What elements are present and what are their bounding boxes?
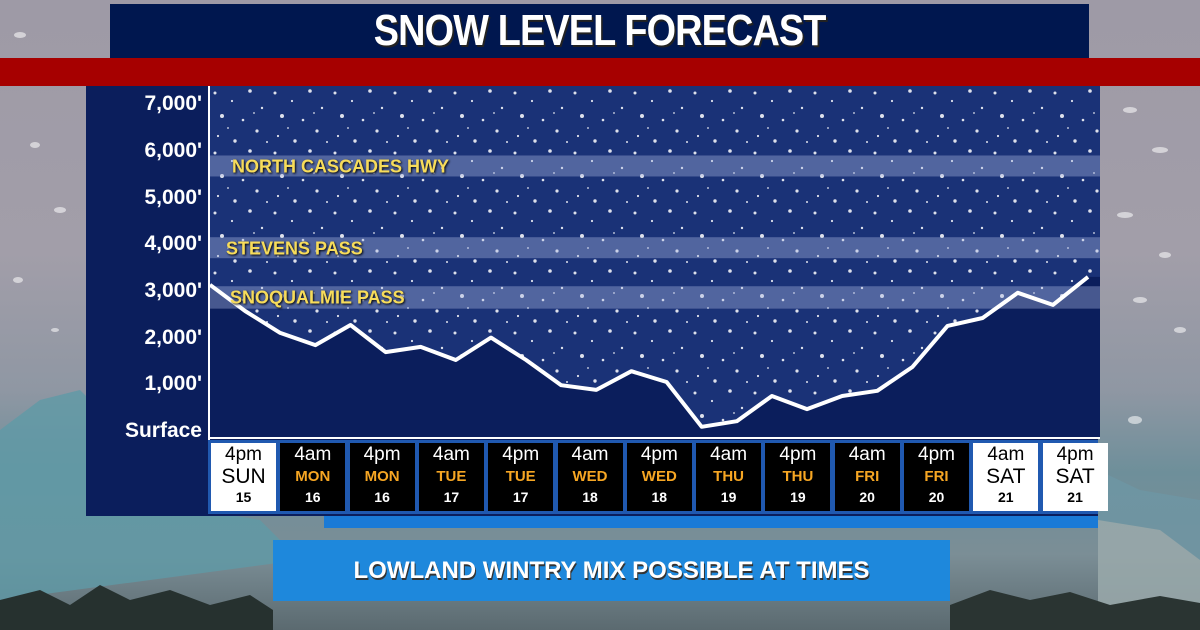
time-slot-date: 21 — [1067, 489, 1083, 505]
time-slot: 4pm TUE 17 — [488, 443, 554, 511]
time-slot-date: 21 — [998, 489, 1014, 505]
pass-label: NORTH CASCADES HWY — [232, 156, 450, 177]
time-slot-time: 4pm — [363, 444, 401, 465]
y-tick-label: 3,000' — [144, 278, 202, 302]
time-slot-date: 18 — [651, 489, 668, 505]
time-slot-day: TUE — [436, 468, 467, 485]
time-slot-date: 19 — [790, 489, 806, 505]
time-slot: 4am THU 19 — [696, 443, 762, 511]
time-axis: 4pm SUN 15 4am MON 16 4pm MON 16 4am TUE 17 4pm TUE 17… — [208, 440, 1108, 514]
pass-band — [210, 237, 1100, 259]
time-slot: 4pm MON 16 — [349, 443, 415, 511]
plot-area — [210, 86, 1100, 438]
time-slot-day: MON — [295, 468, 331, 485]
y-tick-label: 5,000' — [144, 185, 202, 209]
pass-label: STEVENS PASS — [226, 238, 363, 259]
time-slot-time: 4pm — [640, 444, 678, 465]
pass-band — [210, 286, 1100, 309]
time-slot-time: 4am — [432, 444, 470, 465]
time-slot-day: THU — [782, 468, 814, 485]
y-tick-label: 6,000' — [144, 138, 202, 162]
time-slot-time: 4am — [294, 444, 332, 465]
time-slot-date: 17 — [443, 489, 460, 505]
y-tick-label: 7,000' — [144, 92, 202, 116]
time-slot-date: 16 — [374, 489, 390, 505]
time-slot-day: FRI — [924, 468, 949, 485]
time-slot-date: 20 — [928, 489, 945, 505]
time-slot: 4pm WED 18 — [626, 443, 692, 511]
time-slot-date: 19 — [720, 489, 737, 505]
time-slot-day: TUE — [505, 468, 536, 485]
red-accent-stripe — [0, 58, 1200, 86]
time-slot-date: 15 — [235, 489, 252, 505]
y-tick-label: Surface — [124, 419, 202, 442]
x-axis-line — [208, 437, 1100, 439]
title-bar: SNOW LEVEL FORECAST — [110, 4, 1089, 58]
time-slot: 4am MON 16 — [280, 443, 346, 511]
time-slot-time: 4pm — [502, 444, 540, 465]
time-slot-day: FRI — [855, 468, 880, 485]
time-slot-day: WED — [641, 468, 677, 485]
blue-accent-strip — [324, 516, 1098, 528]
y-tick-label: 2,000' — [144, 325, 202, 349]
time-slot: 4pm SAT 21 — [1042, 443, 1108, 511]
snow-level-line-chart — [210, 86, 1100, 438]
time-slot: 4pm SUN 15 — [211, 443, 276, 511]
y-tick-label: 1,000' — [144, 372, 202, 396]
pass-band — [210, 155, 1100, 177]
time-slot-time: 4am — [710, 444, 748, 465]
time-slot: 4am SAT 21 — [973, 443, 1039, 511]
time-slot-day: SUN — [221, 465, 266, 488]
time-slot: 4am WED 18 — [557, 443, 623, 511]
time-slot: 4pm THU 19 — [765, 443, 831, 511]
banner-text: LOWLAND WINTRY MIX POSSIBLE AT TIMES — [353, 556, 870, 584]
page-title: SNOW LEVEL FORECAST — [373, 6, 827, 55]
time-slot-time: 4pm — [225, 444, 262, 465]
time-slot-date: 20 — [859, 489, 875, 505]
lowland-wintry-mix-banner: LOWLAND WINTRY MIX POSSIBLE AT TIMES — [273, 540, 950, 601]
y-axis-line — [208, 86, 210, 440]
time-slot-time: 4pm — [1056, 444, 1094, 465]
time-slot-time: 4pm — [918, 444, 955, 465]
time-slot-time: 4am — [848, 444, 886, 465]
time-slot: 4am FRI 20 — [834, 443, 900, 511]
time-slot-date: 18 — [582, 489, 598, 505]
time-slot-day: THU — [713, 468, 744, 485]
time-slot: 4pm FRI 20 — [904, 443, 969, 511]
time-slot-time: 4am — [987, 444, 1025, 465]
time-slot-date: 16 — [305, 489, 321, 505]
time-slot-date: 17 — [512, 489, 529, 505]
time-slot-day: MON — [364, 468, 400, 485]
y-tick-label: 4,000' — [144, 232, 202, 256]
time-slot-day: SAT — [986, 465, 1026, 488]
time-slot-day: SAT — [1055, 465, 1095, 488]
pass-label: SNOQUALMIE PASS — [230, 287, 405, 308]
time-slot-time: 4am — [571, 444, 609, 465]
time-slot-day: WED — [572, 468, 608, 485]
time-slot: 4am TUE 17 — [418, 443, 484, 511]
time-slot-time: 4pm — [779, 444, 817, 465]
